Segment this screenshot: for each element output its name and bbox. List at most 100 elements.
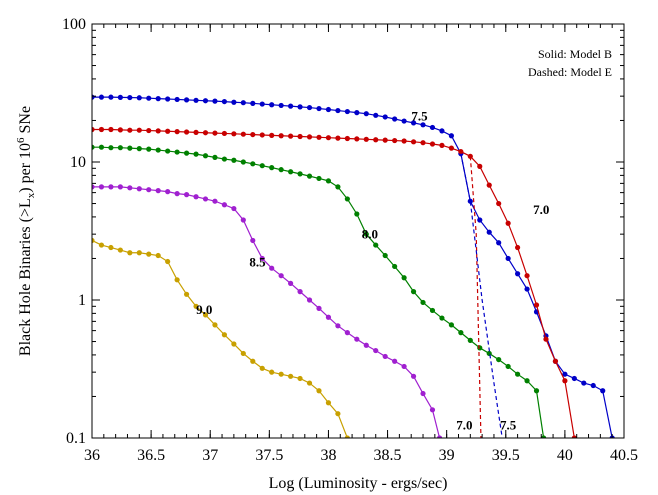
data-point [212,198,218,204]
curve-annotation: 8.0 [362,226,378,241]
data-point [240,131,246,137]
data-point [543,336,549,342]
data-point [363,231,369,237]
data-point [496,356,502,363]
data-point [231,157,237,163]
data-point [316,305,322,311]
x-tick-label: 37.5 [255,447,283,464]
data-point [363,342,369,348]
y-axis-label-sup: 6 [15,137,27,143]
data-point [250,100,256,106]
data-point [269,132,275,138]
data-point [98,94,105,100]
data-point [240,217,246,223]
legend-solid: Solid: Model B [538,47,612,61]
data-point [448,133,454,139]
y-axis-label-sub: x [25,192,37,198]
data-point [117,145,123,151]
data-point [325,106,332,113]
data-point [344,108,350,115]
data-point [325,314,332,320]
data-point [344,435,350,438]
data-point [306,134,313,140]
data-point [250,161,256,167]
data-point [259,101,265,107]
data-point [467,198,473,204]
data-point [316,388,322,394]
data-point [269,165,275,171]
data-point [250,237,256,244]
data-point [165,189,171,195]
y-axis-label: Black Hole Binaries (>Lx) per 106 SNe [15,106,37,356]
data-point [231,99,237,105]
data-point [202,196,209,202]
series-line [460,153,503,438]
data-point [439,128,445,134]
data-point [505,363,511,370]
curve-annotation: 7.0 [456,418,472,433]
data-point [165,128,171,134]
data-point [221,98,228,105]
data-point [183,192,190,198]
data-point [108,184,114,190]
data-point [297,171,303,177]
data-point [562,371,568,377]
data-point [146,251,152,257]
data-point [92,126,95,133]
data-point [571,375,577,382]
series-line [92,128,575,438]
data-point [401,363,407,370]
x-axis-label: Log (Luminosity - ergs/sec) [269,475,448,492]
data-point [590,382,596,389]
data-point [250,358,256,364]
data-point [231,205,237,212]
data-point [429,307,436,314]
y-tick-label: 100 [62,16,86,33]
data-point [410,120,417,126]
data-point [136,186,142,192]
data-point [392,116,398,122]
x-tick-label: 40.5 [610,447,638,464]
data-point [552,358,559,364]
series-line [92,239,348,438]
data-point [344,135,350,142]
data-point [165,148,171,154]
data-point [117,94,123,100]
x-tick-label: 39 [439,447,455,464]
data-point [373,137,379,143]
data-point [354,336,360,342]
data-point [335,411,341,417]
data-point [401,138,407,144]
data-point [221,130,228,137]
data-point [448,322,454,328]
data-point [288,133,294,139]
data-point [240,350,246,357]
data-point [335,323,341,329]
data-point [420,122,426,128]
data-point [344,196,350,202]
data-point [136,146,142,152]
data-point [288,373,294,379]
data-point [127,185,133,191]
data-point [344,330,350,336]
data-point [316,105,322,112]
series-line [469,156,482,438]
data-point [486,229,492,235]
data-point [127,250,133,256]
data-point [259,255,265,262]
data-point [212,130,218,136]
data-point [202,98,209,104]
data-point [429,407,436,413]
x-tick-label: 36 [84,447,100,464]
data-point [382,114,388,120]
data-point [155,128,161,134]
data-point [420,390,426,397]
data-point [212,98,218,104]
data-point [533,302,540,308]
data-point [316,175,322,182]
data-point [288,169,294,175]
data-point [136,250,142,256]
legend-dashed: Dashed: Model E [528,65,612,79]
data-point [306,173,313,179]
data-point [146,95,152,101]
